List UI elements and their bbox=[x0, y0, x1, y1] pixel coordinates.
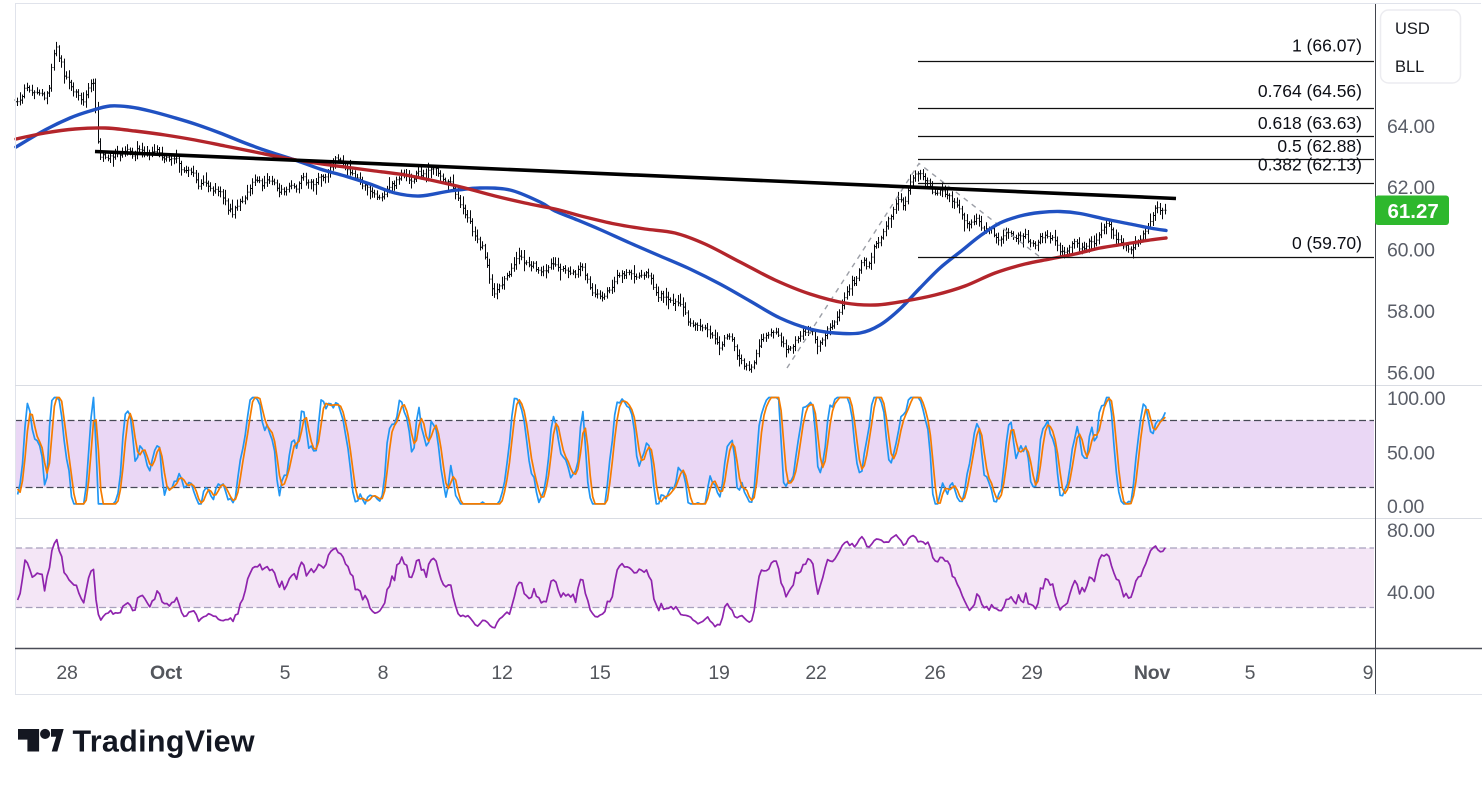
svg-text:5: 5 bbox=[1245, 662, 1256, 684]
svg-text:15: 15 bbox=[589, 662, 611, 684]
svg-text:12: 12 bbox=[491, 662, 512, 684]
svg-text:0.618 (63.63): 0.618 (63.63) bbox=[1258, 113, 1362, 133]
svg-text:0.382 (62.13): 0.382 (62.13) bbox=[1258, 155, 1362, 175]
svg-text:0.5 (62.88): 0.5 (62.88) bbox=[1277, 136, 1362, 156]
svg-text:9: 9 bbox=[1363, 662, 1374, 684]
svg-text:40.00: 40.00 bbox=[1387, 582, 1435, 604]
svg-text:1 (66.07): 1 (66.07) bbox=[1292, 35, 1362, 55]
svg-text:Oct: Oct bbox=[150, 662, 183, 684]
svg-text:TradingView: TradingView bbox=[73, 725, 255, 759]
svg-text:5: 5 bbox=[280, 662, 291, 684]
svg-text:Nov: Nov bbox=[1134, 662, 1171, 684]
svg-text:0.00: 0.00 bbox=[1387, 496, 1425, 518]
svg-text:64.00: 64.00 bbox=[1387, 116, 1435, 138]
svg-text:100.00: 100.00 bbox=[1387, 388, 1446, 410]
svg-text:56.00: 56.00 bbox=[1387, 363, 1435, 385]
svg-text:50.00: 50.00 bbox=[1387, 443, 1435, 465]
svg-text:58.00: 58.00 bbox=[1387, 301, 1435, 323]
svg-text:19: 19 bbox=[708, 662, 729, 684]
svg-text:0 (59.70): 0 (59.70) bbox=[1292, 233, 1362, 253]
svg-text:26: 26 bbox=[924, 662, 945, 684]
svg-text:BLL: BLL bbox=[1395, 58, 1424, 76]
svg-text:80.00: 80.00 bbox=[1387, 520, 1435, 542]
svg-text:29: 29 bbox=[1021, 662, 1042, 684]
svg-text:61.27: 61.27 bbox=[1388, 200, 1439, 223]
svg-text:0.764 (64.56): 0.764 (64.56) bbox=[1258, 81, 1362, 101]
svg-text:28: 28 bbox=[56, 662, 77, 684]
svg-text:8: 8 bbox=[378, 662, 389, 684]
svg-text:USD: USD bbox=[1395, 20, 1430, 38]
svg-text:22: 22 bbox=[805, 662, 826, 684]
svg-text:60.00: 60.00 bbox=[1387, 240, 1435, 262]
svg-text:62.00: 62.00 bbox=[1387, 177, 1435, 199]
